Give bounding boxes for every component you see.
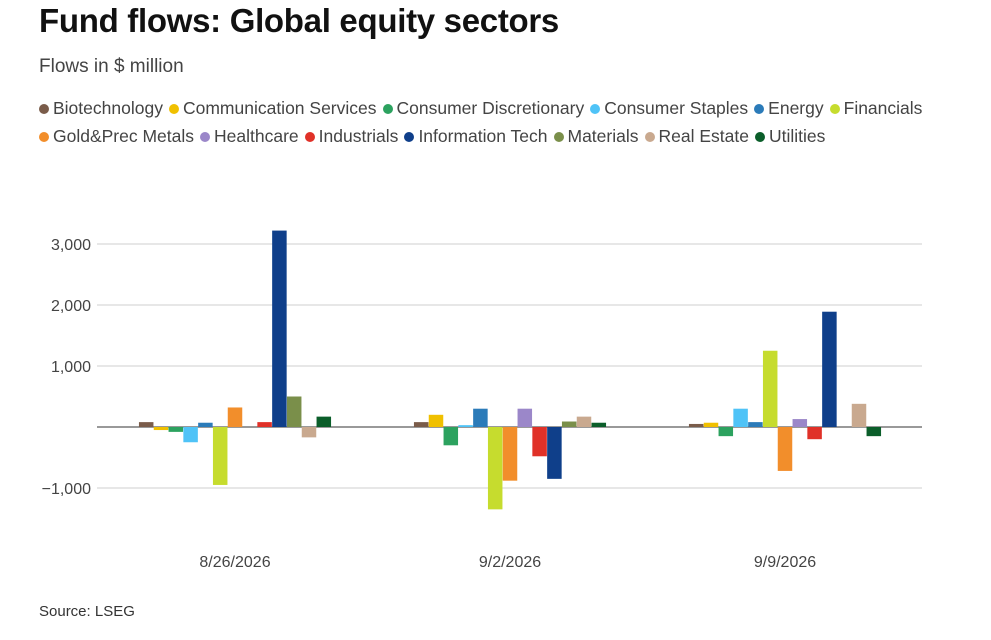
legend-label: Real Estate: [658, 126, 749, 146]
bar: [502, 427, 518, 481]
legend-swatch: [39, 104, 49, 114]
legend-swatch: [590, 104, 601, 114]
legend-swatch: [644, 132, 655, 142]
legend-item: Consumer Discretionary: [382, 94, 585, 122]
legend-item: Healthcare: [200, 122, 299, 150]
legend-swatch: [553, 132, 564, 142]
bar: [212, 427, 228, 485]
legend-label: Energy: [768, 98, 824, 118]
bar: [733, 408, 748, 427]
bar: [198, 422, 213, 427]
legend-label: Consumer Discretionary: [396, 98, 585, 118]
bar: [168, 427, 184, 432]
bar: [413, 422, 429, 427]
legend-swatch: [39, 132, 49, 142]
bar: [822, 311, 837, 427]
bar: [286, 396, 302, 427]
legend-swatch: [404, 132, 415, 142]
bar: [532, 427, 547, 457]
legend-label: Industrials: [318, 126, 399, 146]
bar: [866, 427, 882, 437]
bar: [703, 422, 719, 427]
chart-subtitle: Flows in $ million: [39, 56, 184, 77]
bar: [851, 403, 867, 427]
legend-swatch: [829, 104, 840, 114]
bar: [748, 422, 763, 427]
bar: [316, 416, 332, 427]
y-tick-label: 3,000: [51, 237, 91, 254]
legend-swatch: [304, 132, 315, 142]
y-tick-label: 1,000: [51, 359, 91, 376]
bar: [792, 419, 808, 427]
legend-item: Energy: [754, 94, 824, 122]
bar: [458, 425, 473, 427]
legend-label: Information Tech: [418, 126, 548, 146]
legend-item: Communication Services: [168, 94, 377, 122]
bar: [153, 427, 169, 431]
bar: [547, 427, 562, 479]
legend-label: Utilities: [768, 126, 826, 146]
legend-label: Communication Services: [182, 98, 377, 118]
y-tick-label: −1,000: [42, 481, 91, 498]
legend-label: Materials: [567, 126, 639, 146]
legend-item: Consumer Staples: [590, 94, 748, 122]
legend-item: Materials: [553, 122, 639, 150]
legend-item: Industrials: [304, 122, 399, 150]
legend-label: Consumer Staples: [604, 98, 749, 118]
bar: [487, 427, 503, 510]
legend-label: Financials: [843, 98, 923, 118]
bar: [807, 427, 822, 440]
bar: [272, 230, 287, 427]
bar: [762, 350, 778, 427]
bar: [473, 408, 488, 427]
bar: [257, 422, 272, 427]
chart-title: Fund flows: Global equity sectors: [39, 2, 559, 39]
legend-label: Gold&Prec Metals: [53, 126, 195, 146]
legend-item: Biotechnology: [39, 94, 163, 122]
legend-swatch: [200, 132, 211, 142]
bar: [561, 421, 577, 427]
legend-item: Utilities: [754, 122, 826, 150]
bar: [576, 416, 592, 427]
bar: [517, 408, 533, 427]
x-tick-label: 9/9/2026: [754, 554, 816, 571]
legend-item: Information Tech: [404, 122, 548, 150]
legend-swatch: [754, 132, 765, 142]
bar: [777, 427, 793, 471]
bar: [138, 422, 154, 427]
bar: [428, 414, 444, 427]
legend-label: Biotechnology: [53, 98, 163, 118]
legend-item: Gold&Prec Metals: [39, 122, 194, 150]
legend-item: Financials: [829, 94, 923, 122]
bar: [301, 427, 317, 438]
legend-label: Healthcare: [214, 126, 299, 146]
y-tick-label: 2,000: [51, 298, 91, 315]
bar: [227, 407, 243, 427]
bar: [718, 427, 734, 437]
bar: [688, 423, 704, 427]
legend-swatch: [168, 104, 179, 114]
x-tick-label: 8/26/2026: [199, 554, 270, 571]
legend-swatch: [382, 104, 393, 114]
source-note: Source: LSEG: [39, 603, 135, 620]
bar: [591, 422, 607, 427]
legend-item: Real Estate: [644, 122, 749, 150]
x-tick-label: 9/2/2026: [479, 554, 541, 571]
legend-swatch: [754, 104, 765, 114]
bar: [183, 427, 198, 443]
bar: [443, 427, 459, 446]
chart-legend: Biotechnology Communication Services Consu…: [39, 94, 939, 150]
